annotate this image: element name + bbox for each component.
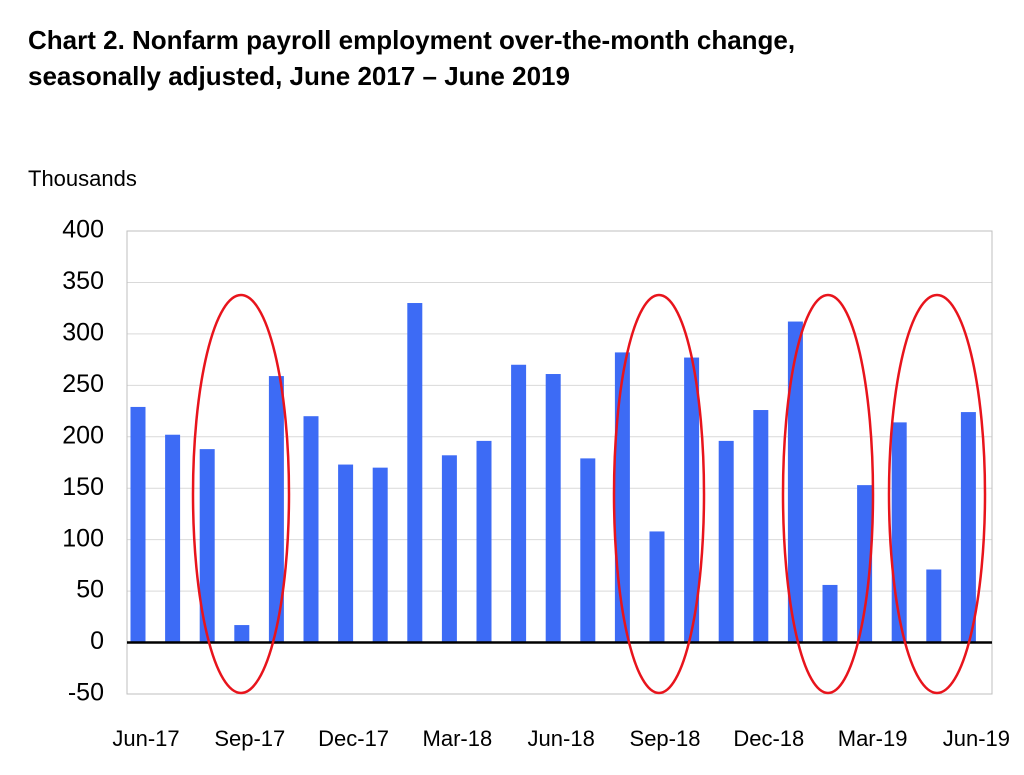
x-tick-label: Jun-19 — [943, 726, 1010, 751]
bar — [684, 357, 700, 643]
y-tick-label: 350 — [62, 267, 104, 295]
highlight-ellipse — [781, 293, 875, 695]
y-tick-label: 0 — [90, 627, 104, 655]
bar — [649, 531, 665, 643]
bar — [338, 464, 354, 643]
plot-border — [126, 230, 993, 695]
bar — [718, 440, 734, 643]
x-tick-label: Mar-18 — [423, 726, 493, 751]
y-tick-label: -50 — [68, 679, 104, 707]
bar — [130, 406, 146, 643]
highlight-ellipse — [191, 293, 291, 695]
y-tick-label: 300 — [62, 318, 104, 346]
y-tick-label: 150 — [62, 473, 104, 501]
bar — [787, 321, 803, 643]
x-tick-label: Dec-18 — [733, 726, 804, 751]
bar — [199, 449, 215, 643]
y-tick-label: 400 — [62, 216, 104, 244]
x-tick-label: Dec-17 — [318, 726, 389, 751]
bar — [857, 485, 873, 643]
bar — [891, 422, 907, 643]
bar — [234, 625, 250, 643]
x-tick-label: Mar-19 — [838, 726, 908, 751]
bar — [753, 410, 769, 643]
bar — [372, 467, 388, 643]
bar — [580, 458, 596, 643]
bar — [614, 352, 630, 643]
bar — [511, 364, 527, 643]
x-tick-label: Sep-17 — [214, 726, 285, 751]
bar — [303, 416, 319, 643]
bar — [926, 569, 942, 643]
bar — [545, 374, 561, 643]
bar — [268, 376, 284, 643]
bar — [407, 303, 423, 643]
y-tick-label: 200 — [62, 421, 104, 449]
bar — [960, 412, 976, 643]
chart-title: Chart 2. Nonfarm payroll employment over… — [28, 25, 795, 91]
bar — [822, 584, 838, 643]
x-tick-label: Jun-18 — [528, 726, 595, 751]
y-axis-label: Thousands — [28, 166, 137, 191]
plot-area: -50 0 50 100 150 200 250 300 350 400 Jun-17 Sep-17 D… — [62, 216, 1010, 751]
bar — [165, 434, 181, 643]
bar — [476, 440, 492, 643]
y-tick-label: 50 — [76, 576, 104, 604]
x-tick-label: Jun-17 — [112, 726, 179, 751]
annotations — [191, 293, 987, 695]
y-tick-label: 100 — [62, 524, 104, 552]
highlight-ellipse — [612, 293, 706, 695]
bar — [441, 455, 457, 643]
x-tick-label: Sep-18 — [630, 726, 701, 751]
y-tick-label: 250 — [62, 370, 104, 398]
highlight-ellipse — [887, 293, 987, 695]
